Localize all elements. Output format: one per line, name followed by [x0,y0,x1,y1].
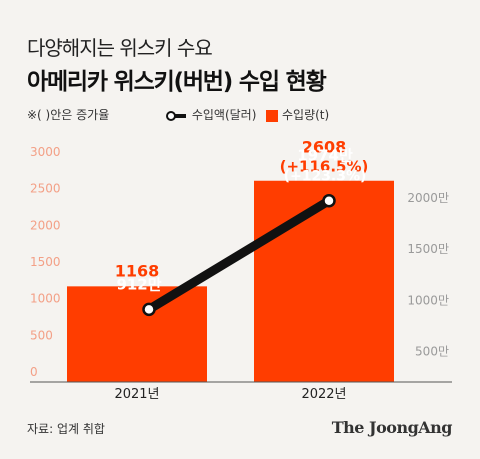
source-note: 자료: 업계 취합 [27,422,105,436]
line-marker-icon [166,110,186,121]
x-tick-label: 2022년 [301,387,346,402]
y-left-tick-label: 0 [30,365,38,379]
legend-line-label: 수입액(달러) [191,108,257,122]
y-left-tick-label: 500 [30,328,53,342]
publisher-logo: The JoongAng [331,418,453,437]
y-right-tick-label: 2000만 [407,191,449,205]
y-left-tick-label: 3000 [30,145,61,159]
chart-subtitle: 다양해지는 위스키 수요 [27,36,213,60]
bar [254,180,394,382]
bar-growth-label: (+116.5%) [280,158,369,176]
y-right-tick-label: 1500만 [407,242,449,256]
y-left-tick-label: 2500 [30,182,61,196]
line-point [322,193,336,208]
line-value-label: 912만 [116,275,161,293]
line-point [142,302,156,317]
legend-line-key: 수입액(달러) [166,106,256,123]
y-left-tick-label: 1500 [30,255,61,269]
y-left-tick-label: 2000 [30,218,61,232]
line-value-label: 1974만 [297,147,353,165]
bar [67,286,207,382]
bar-value-label: 1168 [115,261,160,280]
legend-bar-label: 수입량(t) [282,108,330,122]
chart-title: 아메리카 위스키(버번) 수입 현황 [27,69,327,95]
x-tick-label: 2021년 [114,387,159,402]
y-right-tick-label: 1000만 [407,293,449,307]
line-series [144,196,334,314]
legend-bar-key: 수입량(t) [266,106,329,123]
y-right-tick-label: 500만 [415,345,449,359]
bar-swatch-icon [266,109,278,122]
bar-value-label: 2608 [302,138,347,157]
y-left-tick-label: 1000 [30,292,61,306]
legend-note: ※( )안은 증가율 [27,108,110,122]
line-growth-label: (+123.3%) [284,169,367,185]
